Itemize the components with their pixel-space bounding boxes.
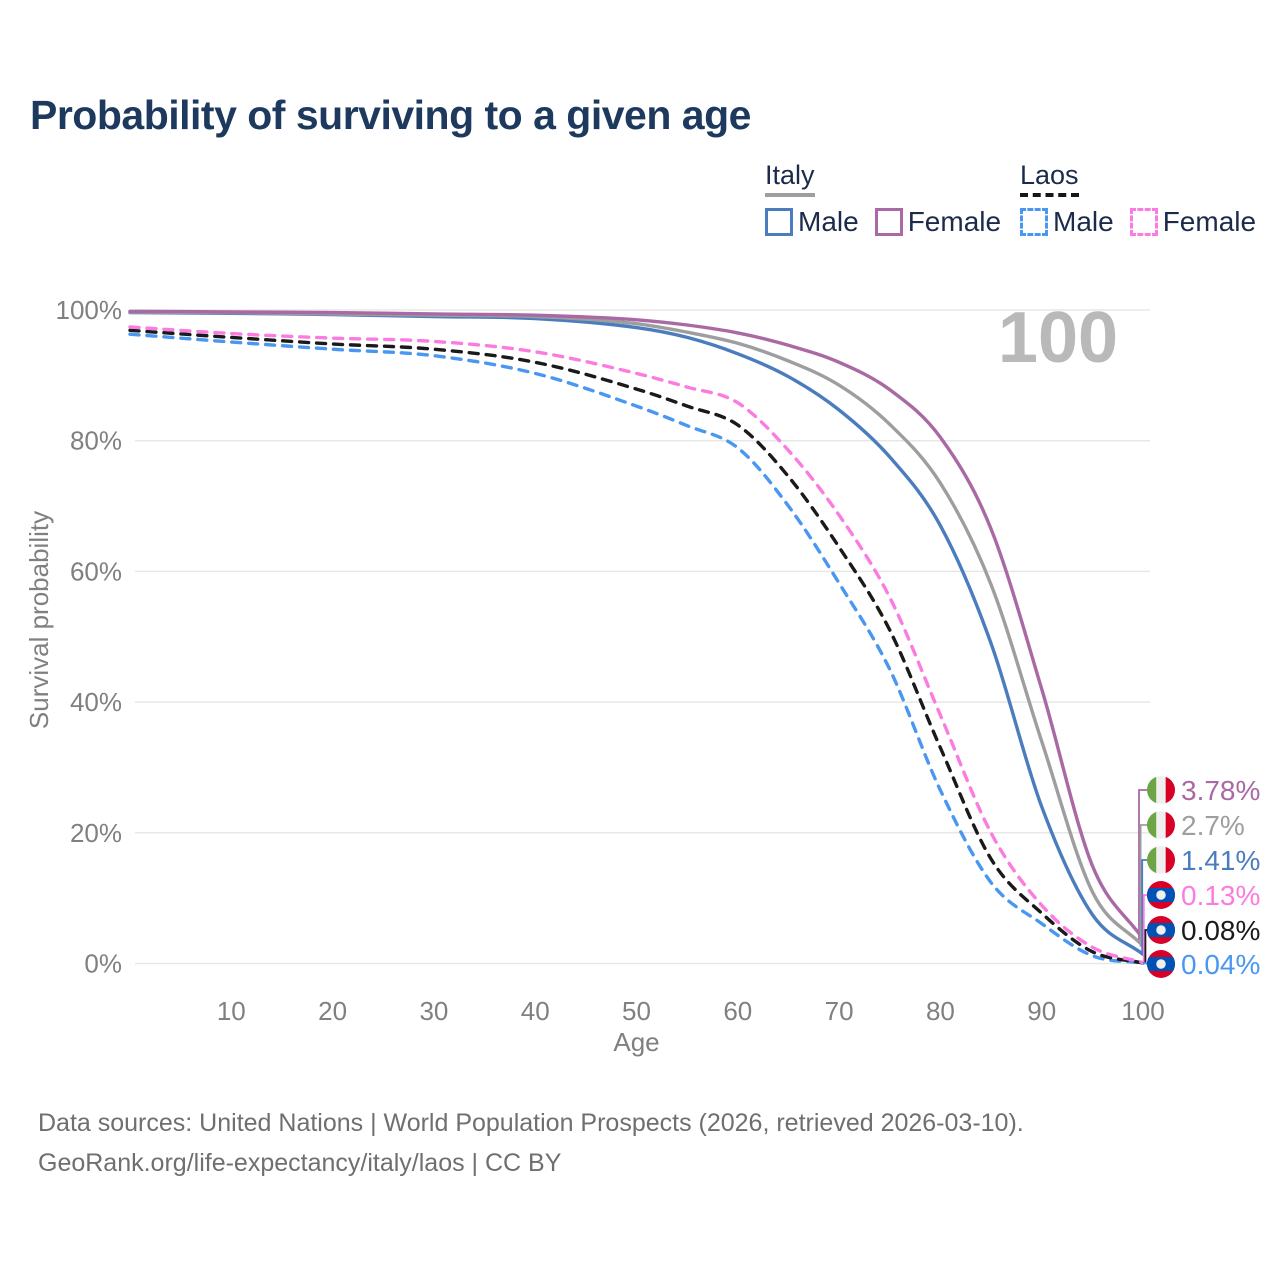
laos-flag-icon bbox=[1147, 950, 1175, 978]
end-value-label-laos-male: 0.04% bbox=[1181, 949, 1260, 980]
footer-attribution-link[interactable]: GeoRank.org/life-expectancy/italy/laos |… bbox=[38, 1149, 562, 1177]
y-tick-label: 40% bbox=[70, 687, 122, 717]
italy-male-line-swatch-icon bbox=[765, 208, 793, 236]
footer-data-sources: Data sources: United Nations | World Pop… bbox=[38, 1109, 1024, 1137]
page-title: Probability of surviving to a given age bbox=[30, 92, 751, 138]
x-tick-label: 50 bbox=[622, 996, 651, 1026]
italy-flag-icon bbox=[1147, 811, 1175, 839]
laos-male-line-swatch-icon bbox=[1020, 208, 1048, 236]
x-axis-title: Age bbox=[613, 1027, 659, 1057]
legend-item-label: Male bbox=[1053, 206, 1114, 237]
leader-line-italy-male bbox=[1141, 859, 1150, 956]
laos-flag-icon bbox=[1147, 916, 1175, 944]
y-tick-label: 100% bbox=[56, 295, 123, 325]
legend-item-laos-female[interactable]: Female bbox=[1129, 206, 1257, 238]
legend-item-italy-female[interactable]: Female bbox=[874, 206, 1002, 238]
x-tick-label: 40 bbox=[521, 996, 550, 1026]
y-tick-label: 60% bbox=[70, 556, 122, 586]
legend-item-label: Female bbox=[907, 206, 1002, 237]
italy-female-line-swatch-icon bbox=[874, 208, 903, 236]
x-tick-label: 10 bbox=[217, 996, 246, 1026]
legend-group-title-laos: Laos bbox=[1020, 160, 1079, 197]
x-tick-label: 60 bbox=[723, 996, 752, 1026]
y-tick-label: 0% bbox=[84, 949, 122, 979]
end-value-label-laos-both-sexes: 0.08% bbox=[1181, 915, 1260, 946]
footer: Data sources: United Nations | World Pop… bbox=[38, 1103, 1024, 1183]
legend-item-label: Male bbox=[798, 206, 859, 237]
plot-area[interactable] bbox=[130, 303, 1143, 968]
y-tick-label: 20% bbox=[70, 818, 122, 848]
legend-group-italy: Italy Male Female bbox=[765, 160, 1001, 238]
legend-item-laos-male[interactable]: Male bbox=[1020, 206, 1114, 238]
x-tick-label: 80 bbox=[926, 996, 955, 1026]
x-tick-label: 30 bbox=[419, 996, 448, 1026]
legend-group-laos: Laos Male Female bbox=[1020, 160, 1256, 238]
x-tick-label: 90 bbox=[1027, 996, 1056, 1026]
laos-female-line-swatch-icon bbox=[1129, 208, 1158, 236]
hover-age-watermark: 100 bbox=[998, 298, 1118, 378]
x-tick-label: 100 bbox=[1121, 996, 1164, 1026]
x-tick-label: 20 bbox=[318, 996, 347, 1026]
legend-item-italy-male[interactable]: Male bbox=[765, 206, 859, 238]
end-value-label-italy-female: 3.78% bbox=[1181, 775, 1260, 806]
y-axis-title: Survival probability bbox=[24, 511, 54, 729]
legend-item-label: Female bbox=[1162, 206, 1257, 237]
curve-laos-both-sexes[interactable] bbox=[128, 328, 1145, 965]
laos-flag-icon bbox=[1147, 881, 1175, 909]
end-value-label-italy-male: 1.41% bbox=[1181, 845, 1260, 876]
italy-flag-icon bbox=[1147, 776, 1175, 804]
legend-group-title-italy: Italy bbox=[765, 160, 815, 197]
curve-laos-male[interactable] bbox=[128, 332, 1145, 965]
curve-italy-female[interactable] bbox=[128, 309, 1145, 941]
italy-flag-icon bbox=[1147, 846, 1175, 874]
end-value-label-laos-female: 0.13% bbox=[1181, 880, 1260, 911]
curve-laos-female[interactable] bbox=[128, 325, 1145, 965]
x-tick-label: 70 bbox=[825, 996, 854, 1026]
end-value-label-italy-both-sexes: 2.7% bbox=[1181, 810, 1245, 841]
y-tick-label: 80% bbox=[70, 426, 122, 456]
